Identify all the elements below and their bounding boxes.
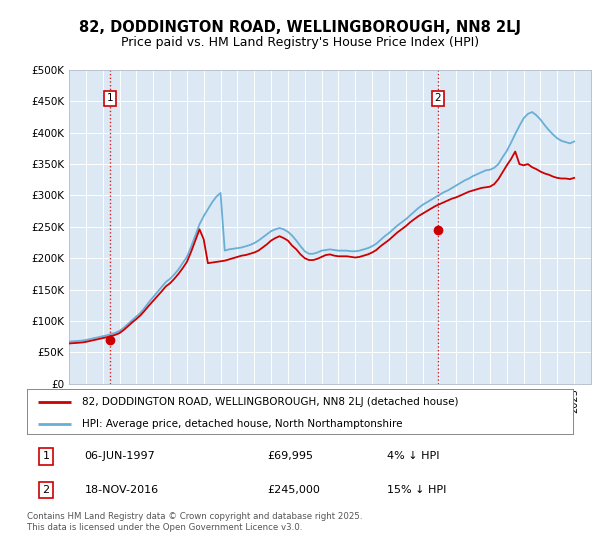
Text: 82, DODDINGTON ROAD, WELLINGBOROUGH, NN8 2LJ (detached house): 82, DODDINGTON ROAD, WELLINGBOROUGH, NN8… bbox=[82, 396, 458, 407]
Text: 82, DODDINGTON ROAD, WELLINGBOROUGH, NN8 2LJ: 82, DODDINGTON ROAD, WELLINGBOROUGH, NN8… bbox=[79, 20, 521, 35]
Text: £245,000: £245,000 bbox=[267, 485, 320, 495]
Text: 1: 1 bbox=[107, 93, 113, 103]
Text: 4% ↓ HPI: 4% ↓ HPI bbox=[388, 451, 440, 461]
Text: £69,995: £69,995 bbox=[267, 451, 313, 461]
Text: 15% ↓ HPI: 15% ↓ HPI bbox=[388, 485, 447, 495]
Text: 1: 1 bbox=[43, 451, 50, 461]
Text: 2: 2 bbox=[434, 93, 441, 103]
Text: 18-NOV-2016: 18-NOV-2016 bbox=[85, 485, 158, 495]
Text: Price paid vs. HM Land Registry's House Price Index (HPI): Price paid vs. HM Land Registry's House … bbox=[121, 36, 479, 49]
Text: HPI: Average price, detached house, North Northamptonshire: HPI: Average price, detached house, Nort… bbox=[82, 419, 402, 429]
Text: 06-JUN-1997: 06-JUN-1997 bbox=[85, 451, 155, 461]
Text: 2: 2 bbox=[43, 485, 50, 495]
Text: Contains HM Land Registry data © Crown copyright and database right 2025.
This d: Contains HM Land Registry data © Crown c… bbox=[27, 512, 362, 532]
